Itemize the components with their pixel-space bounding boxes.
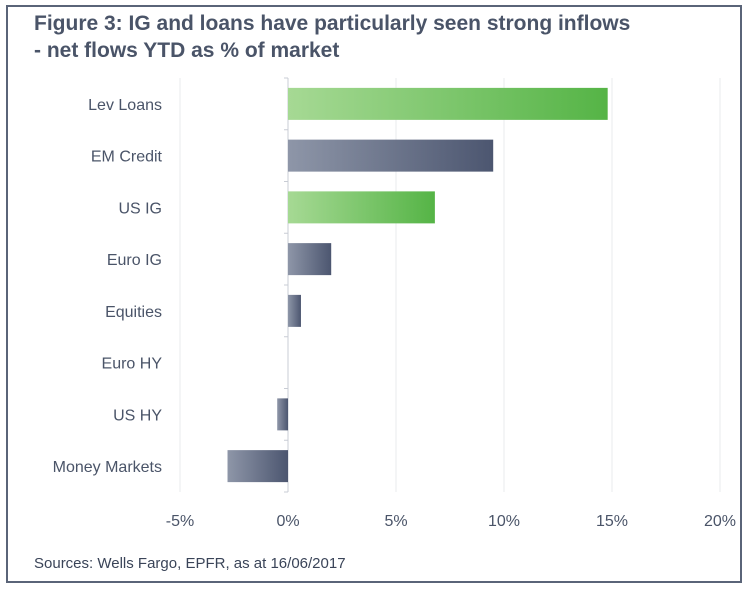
bar — [277, 398, 288, 431]
x-tick-label: 5% — [384, 513, 407, 530]
category-label: Euro IG — [107, 252, 162, 269]
x-tick-label: 20% — [704, 513, 736, 530]
category-label: EM Credit — [91, 149, 163, 166]
x-tick-label: 15% — [596, 513, 628, 530]
x-tick-label: 10% — [488, 513, 520, 530]
category-labels: Lev Loans EM Credit US IG Euro IG Equities Eu… — [53, 97, 163, 476]
bars — [227, 87, 608, 483]
category-label: Euro HY — [102, 356, 163, 373]
bar — [288, 191, 435, 224]
category-label: Lev Loans — [88, 97, 162, 114]
x-tick-label: 0% — [276, 513, 299, 530]
figure-title: Figure 3: IG and loans have particularly… — [34, 12, 631, 62]
bar — [227, 450, 288, 483]
x-tick-label: -5% — [166, 513, 194, 530]
category-label: Money Markets — [53, 459, 162, 476]
bar — [288, 243, 332, 276]
category-label: Equities — [105, 304, 162, 321]
tick-labels: -5% 0% 5% 10% 15% 20% — [166, 513, 736, 530]
bar — [288, 139, 494, 172]
category-label: US IG — [118, 200, 162, 217]
source-note: Sources: Wells Fargo, EPFR, as at 16/06/… — [34, 555, 346, 572]
category-label: US HY — [113, 407, 162, 424]
bar — [288, 87, 608, 120]
bar — [288, 294, 301, 327]
